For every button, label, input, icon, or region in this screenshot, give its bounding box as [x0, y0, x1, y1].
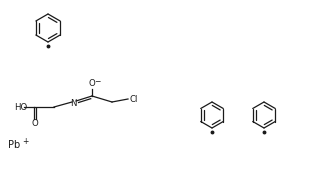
Text: +: +: [22, 138, 28, 146]
Text: N: N: [70, 98, 76, 108]
Text: Pb: Pb: [8, 140, 20, 150]
Text: O: O: [32, 119, 38, 129]
Text: HO: HO: [14, 102, 27, 111]
Text: O: O: [89, 79, 95, 89]
Text: Cl: Cl: [129, 96, 137, 104]
Text: −: −: [94, 77, 100, 87]
